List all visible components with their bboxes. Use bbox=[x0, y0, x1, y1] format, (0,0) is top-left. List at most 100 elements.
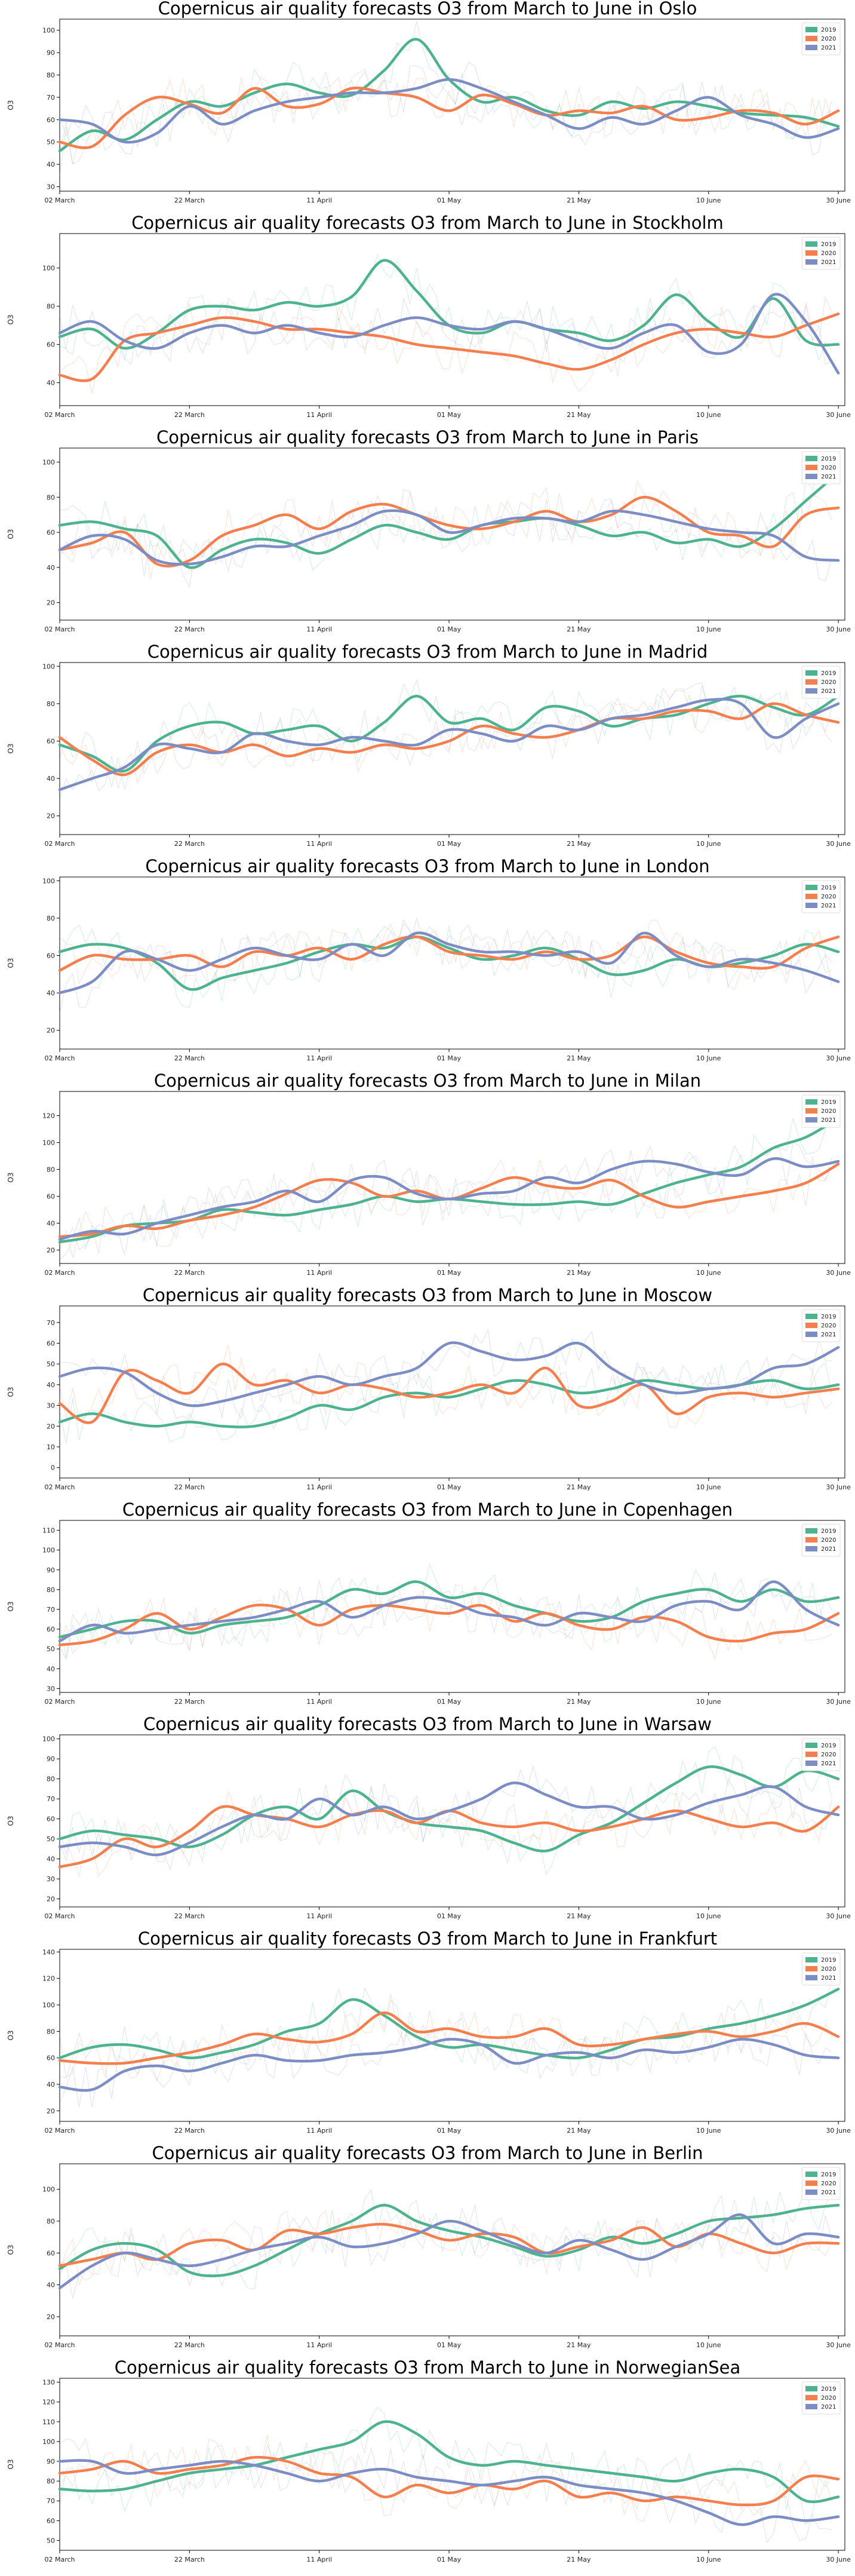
series-line-2020 bbox=[58, 935, 840, 972]
y-tick-label: 60 bbox=[47, 1816, 55, 1823]
y-tick-label: 90 bbox=[47, 1566, 55, 1574]
y-tick-label: 40 bbox=[47, 2081, 55, 2089]
x-tick-label: 01 May bbox=[437, 2127, 462, 2135]
y-tick-label: 100 bbox=[42, 459, 55, 467]
x-tick-label: 10 June bbox=[696, 197, 721, 204]
y-tick-label: 80 bbox=[47, 915, 55, 922]
series-daily-trace bbox=[59, 296, 832, 394]
series-line-2020 bbox=[58, 1603, 840, 1646]
y-tick-label: 70 bbox=[47, 1319, 55, 1327]
chart-title: Copernicus air quality forecasts O3 from… bbox=[145, 858, 709, 876]
legend-swatch bbox=[805, 27, 817, 32]
y-tick-label: 80 bbox=[47, 2477, 55, 2485]
series-daily-trace bbox=[59, 253, 832, 362]
legend-label: 2020 bbox=[821, 679, 836, 686]
legend: 2019 2020 2021 bbox=[801, 1523, 841, 1557]
x-tick-label: 11 April bbox=[306, 2556, 332, 2563]
legend-label: 2019 bbox=[821, 1528, 836, 1535]
legend-swatch bbox=[805, 1957, 817, 1962]
chart-panel: Copernicus air quality forecasts O3 from… bbox=[7, 2145, 851, 2349]
x-tick-label: 11 April bbox=[306, 2341, 332, 2349]
x-tick-label: 01 May bbox=[437, 2556, 462, 2563]
legend-label: 2019 bbox=[821, 670, 836, 677]
chart-title: Copernicus air quality forecasts O3 from… bbox=[131, 214, 724, 233]
chart-title: Copernicus air quality forecasts O3 from… bbox=[138, 1930, 717, 1949]
y-tick-label: 110 bbox=[42, 2418, 55, 2426]
x-tick-label: 22 March bbox=[174, 840, 205, 848]
y-tick-label: 20 bbox=[47, 2313, 55, 2321]
legend-swatch bbox=[805, 670, 817, 676]
y-tick-label: 50 bbox=[47, 1645, 55, 1653]
y-tick-label: 80 bbox=[47, 493, 55, 501]
x-tick-label: 02 March bbox=[44, 625, 75, 633]
y-tick-label: 10 bbox=[47, 1443, 55, 1451]
y-tick-label: 80 bbox=[47, 72, 55, 79]
plot-frame bbox=[59, 2163, 845, 2336]
legend: 2019 2020 2021 bbox=[801, 1309, 841, 1342]
series-daily-trace bbox=[59, 682, 832, 799]
x-tick-label: 02 March bbox=[44, 1912, 75, 1920]
y-axis-label: O3 bbox=[7, 314, 15, 324]
series-line-2019 bbox=[58, 1765, 840, 1853]
x-tick-label: 10 June bbox=[696, 840, 721, 848]
legend-swatch bbox=[805, 1743, 817, 1748]
y-axis-label: O3 bbox=[7, 2459, 15, 2469]
plot-frame bbox=[59, 19, 845, 192]
legend-swatch bbox=[805, 679, 817, 685]
y-axis-label: O3 bbox=[7, 958, 15, 968]
chart-panel: Copernicus air quality forecasts O3 from… bbox=[7, 429, 851, 633]
series-line-2019 bbox=[58, 1580, 840, 1639]
legend-label: 2020 bbox=[821, 894, 836, 900]
y-tick-label: 50 bbox=[47, 139, 55, 146]
legend-swatch bbox=[805, 241, 817, 247]
chart-panel: Copernicus air quality forecasts O3 from… bbox=[7, 1072, 851, 1277]
series-line-2021 bbox=[58, 509, 840, 566]
y-tick-label: 100 bbox=[42, 2438, 55, 2446]
y-tick-label: 20 bbox=[47, 599, 55, 607]
y-tick-label: 40 bbox=[47, 1665, 55, 1673]
plot-frame bbox=[59, 233, 845, 406]
legend-swatch bbox=[805, 1761, 817, 1766]
series-daily-trace bbox=[59, 678, 832, 790]
x-tick-label: 21 May bbox=[567, 1269, 591, 1277]
x-tick-label: 10 June bbox=[696, 1912, 721, 1920]
legend-label: 2021 bbox=[821, 45, 836, 51]
y-tick-label: 120 bbox=[42, 1112, 55, 1120]
x-tick-label: 30 June bbox=[826, 1912, 851, 1920]
x-tick-label: 11 April bbox=[306, 1912, 332, 1920]
chart-panel: Copernicus air quality forecasts O3 from… bbox=[7, 2359, 851, 2563]
x-tick-label: 02 March bbox=[44, 2556, 75, 2563]
legend-swatch bbox=[805, 465, 817, 470]
series-line-2021 bbox=[58, 293, 840, 375]
y-tick-label: 80 bbox=[47, 1586, 55, 1594]
legend-swatch bbox=[805, 1537, 817, 1542]
legend-swatch bbox=[805, 894, 817, 899]
x-tick-label: 10 June bbox=[696, 1054, 721, 1062]
y-tick-label: 80 bbox=[47, 1775, 55, 1783]
chart-panel: Copernicus air quality forecasts O3 from… bbox=[7, 214, 851, 419]
y-tick-label: 60 bbox=[47, 737, 55, 745]
x-tick-label: 11 April bbox=[306, 1054, 332, 1062]
chart-title: Copernicus air quality forecasts O3 from… bbox=[154, 1072, 701, 1091]
x-tick-label: 21 May bbox=[567, 2556, 591, 2563]
x-tick-label: 30 June bbox=[826, 2556, 851, 2563]
legend-label: 2019 bbox=[821, 456, 836, 462]
legend-swatch bbox=[805, 688, 817, 694]
legend-swatch bbox=[805, 1546, 817, 1551]
x-tick-label: 11 April bbox=[306, 2127, 332, 2135]
plot-frame bbox=[59, 2378, 845, 2551]
x-tick-label: 01 May bbox=[437, 625, 462, 633]
y-tick-label: 60 bbox=[47, 1339, 55, 1347]
chart-title: Copernicus air quality forecasts O3 from… bbox=[122, 1501, 733, 1520]
legend-swatch bbox=[805, 903, 817, 908]
y-tick-label: 40 bbox=[47, 379, 55, 387]
x-tick-label: 30 June bbox=[826, 2127, 851, 2135]
y-axis-label: O3 bbox=[7, 743, 15, 753]
legend-swatch bbox=[805, 474, 817, 479]
chart-panel: Copernicus air quality forecasts O3 from… bbox=[7, 1287, 851, 1491]
chart-panel: Copernicus air quality forecasts O3 from… bbox=[7, 1501, 851, 1706]
y-tick-label: 70 bbox=[47, 94, 55, 102]
plot-frame bbox=[59, 1520, 845, 1693]
y-tick-label: 100 bbox=[42, 877, 55, 885]
